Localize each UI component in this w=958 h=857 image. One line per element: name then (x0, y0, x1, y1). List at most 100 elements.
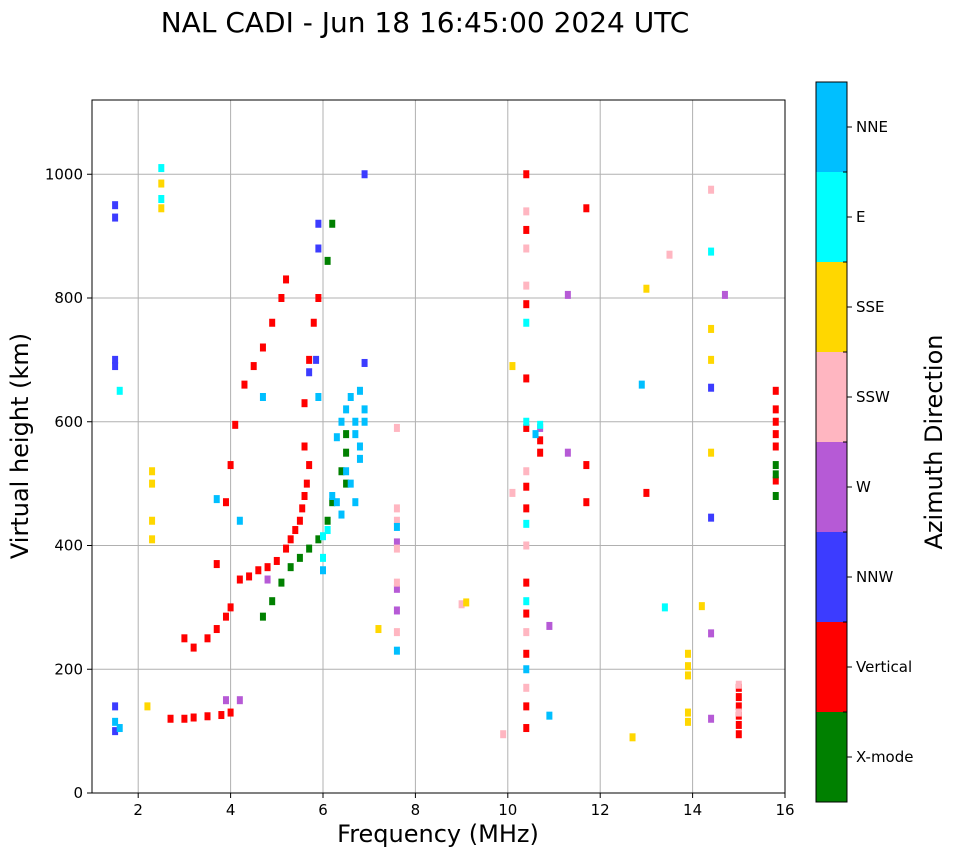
point-x-mode (329, 219, 336, 228)
point-vertical (306, 461, 313, 470)
colorbar-segment (816, 172, 847, 262)
point-w (564, 448, 571, 457)
point-ssw (523, 683, 530, 692)
point-w (236, 696, 243, 705)
grid-lines (92, 100, 786, 794)
point-vertical (523, 724, 530, 733)
point-ssw (666, 250, 673, 259)
point-sse (684, 671, 691, 680)
point-e (523, 597, 530, 606)
point-vertical (213, 560, 220, 569)
point-nne (347, 479, 354, 488)
point-nne (320, 566, 326, 575)
point-ssw (458, 600, 465, 609)
point-vertical (241, 380, 248, 389)
point-vertical (523, 170, 530, 179)
echo-points (112, 164, 779, 742)
point-vertical (190, 713, 197, 722)
point-vertical (310, 318, 317, 327)
point-nne (338, 510, 345, 519)
point-nne (333, 498, 340, 507)
point-nnw (315, 219, 322, 228)
y-axis-label: Virtual height (km) (6, 333, 34, 559)
point-sse (684, 708, 691, 717)
point-vertical (772, 386, 779, 395)
point-ssw (523, 467, 530, 476)
point-vertical (735, 693, 742, 702)
point-vertical (523, 300, 530, 309)
point-nnw (315, 244, 322, 253)
colorbar-segment (816, 82, 847, 172)
point-nne (116, 724, 123, 733)
point-sse (149, 467, 156, 476)
colorbar-tick-label: E (856, 208, 865, 226)
point-sse (158, 204, 165, 213)
point-vertical (218, 711, 225, 720)
point-vertical (523, 374, 530, 383)
point-vertical (181, 714, 188, 723)
point-nnw (306, 368, 313, 377)
x-tick-label: 4 (226, 801, 236, 819)
point-nnw (112, 355, 119, 364)
point-vertical (236, 575, 243, 584)
point-nnw (112, 362, 119, 371)
point-vertical (227, 708, 234, 717)
point-vertical (315, 294, 322, 302)
point-x-mode (278, 578, 285, 587)
point-vertical (306, 355, 313, 364)
point-w (393, 584, 400, 593)
point-nnw (112, 213, 119, 222)
point-e (523, 519, 530, 528)
point-vertical (287, 535, 294, 544)
point-vertical (190, 643, 197, 652)
point-sse (708, 324, 715, 333)
point-w (708, 629, 715, 638)
point-vertical (213, 625, 220, 634)
point-e (661, 603, 668, 612)
point-nne (343, 405, 350, 414)
point-x-mode (306, 544, 313, 553)
point-e (708, 247, 715, 256)
point-vertical (264, 563, 271, 572)
point-vertical (301, 442, 308, 451)
colorbar-tick-label: SSE (856, 298, 885, 316)
x-axis: 2 4 6 8 10 12 14 16 (133, 793, 795, 819)
point-vertical (296, 516, 303, 525)
point-x-mode (315, 535, 322, 544)
point-x-mode (343, 430, 350, 439)
point-nne (347, 393, 354, 401)
point-w (708, 714, 715, 723)
point-vertical (735, 730, 742, 739)
colorbar-tick-label: SSW (856, 388, 890, 406)
point-vertical (772, 417, 779, 426)
point-w (393, 538, 400, 547)
x-tick-label: 14 (683, 801, 702, 819)
point-nne (523, 665, 530, 674)
point-nne (329, 492, 336, 500)
point-vertical (181, 634, 188, 643)
point-sse (708, 355, 715, 364)
point-nne (532, 430, 539, 439)
point-vertical (283, 275, 290, 284)
point-vertical (259, 343, 266, 352)
point-ssw (509, 488, 516, 497)
colorbar: X-mode Vertical NNW W SSW SSE E NNE (815, 81, 913, 803)
point-x-mode (287, 563, 294, 572)
x-tick-label: 8 (411, 801, 421, 819)
point-sse (629, 733, 636, 742)
point-e (116, 386, 123, 395)
y-tick-label: 1000 (45, 165, 83, 183)
point-vertical (772, 430, 779, 439)
point-nnw (708, 513, 715, 522)
colorbar-segment (816, 712, 847, 802)
colorbar-segment (816, 622, 847, 712)
colorbar-label: Azimuth Direction (920, 335, 948, 550)
point-ssw (393, 423, 400, 432)
point-sse (158, 179, 165, 188)
point-vertical (283, 544, 290, 553)
x-tick-label: 2 (133, 801, 143, 819)
point-sse (463, 598, 470, 607)
point-vertical (273, 556, 280, 565)
point-nne (352, 417, 359, 426)
